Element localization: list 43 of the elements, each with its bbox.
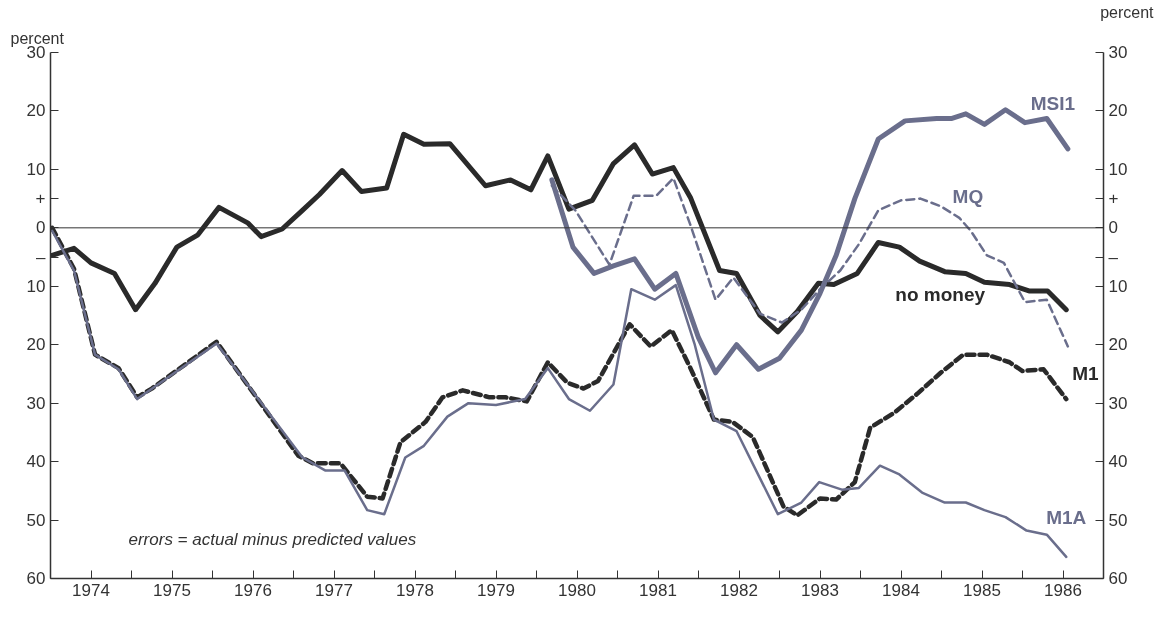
y-tick-label: – [36, 247, 47, 267]
x-tick-label: 1985 [963, 580, 1001, 600]
series-label: MSI1 [1030, 93, 1076, 115]
y2-tick-label: 20 [1108, 101, 1128, 121]
y-tick-label: 40 [26, 452, 46, 472]
x-tick-label: 1984 [882, 580, 920, 600]
y2-tick-label: + [1108, 189, 1119, 209]
y-tick-label: 50 [26, 510, 46, 530]
y-tick-label: 10 [26, 276, 46, 296]
y2-tick-label: 0 [1108, 218, 1118, 238]
y2-tick-label: 60 [1108, 569, 1128, 588]
x-tick-label: 1975 [153, 580, 191, 600]
x-tick-label: 1976 [234, 580, 272, 600]
y2-tick-label: 10 [1108, 276, 1128, 296]
y2-tick-label: 10 [1108, 159, 1128, 179]
y-tick-label: 20 [26, 101, 46, 121]
y2-tick-label: 40 [1108, 452, 1128, 472]
y2-tick-label: – [1108, 247, 1119, 267]
annotation: errors = actual minus predicted values [128, 529, 417, 549]
y-tick-label: 30 [26, 393, 46, 413]
x-tick-label: 1982 [720, 580, 758, 600]
y2-tick-label: 30 [1108, 393, 1128, 413]
y2-tick-label: 20 [1108, 335, 1128, 355]
y2-axis-title: percent [1100, 3, 1155, 21]
x-tick-label: 1983 [801, 580, 839, 600]
x-tick-label: 1974 [72, 580, 110, 600]
y2-tick-label: 50 [1108, 510, 1128, 530]
y2-tick-label: 30 [1108, 43, 1128, 62]
y-tick-label: 10 [26, 159, 46, 179]
y-tick-label: 20 [26, 335, 46, 355]
series-label: no money [895, 284, 986, 306]
series-label: MQ [952, 185, 984, 207]
x-tick-label: 1977 [315, 580, 353, 600]
x-tick-label: 1980 [558, 580, 596, 600]
x-tick-label: 1979 [477, 580, 515, 600]
y-tick-label: 60 [26, 569, 46, 588]
series-label: M1A [1046, 507, 1087, 529]
y-tick-label: + [35, 189, 46, 209]
x-tick-label: 1981 [639, 580, 677, 600]
x-tick-label: 1978 [396, 580, 434, 600]
y-tick-label: 0 [36, 218, 46, 238]
x-tick-label: 1986 [1044, 580, 1082, 600]
series-label: M1 [1072, 362, 1100, 384]
